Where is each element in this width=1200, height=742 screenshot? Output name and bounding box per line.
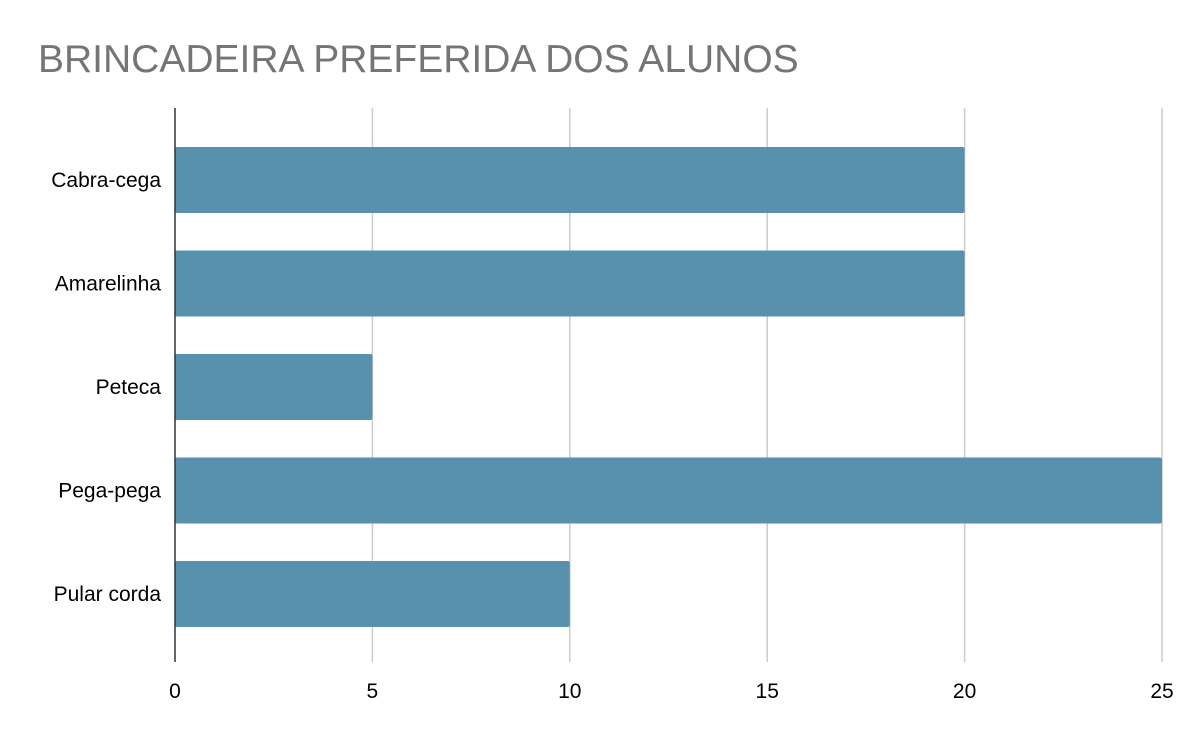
bar: [175, 147, 965, 213]
x-tick-labels: 0 5 10 15 20 25: [169, 680, 1174, 703]
bar: [175, 250, 965, 317]
category-label: Amarelinha: [55, 273, 162, 296]
category-label: Peteca: [96, 376, 162, 399]
x-tick-label: 0: [169, 680, 181, 703]
x-tick-label: 5: [367, 680, 379, 703]
x-tick-label: 10: [558, 680, 581, 703]
bar: [175, 561, 570, 627]
chart-title: BRINCADEIRA PREFERIDA DOS ALUNOS: [38, 38, 799, 81]
x-tick-label: 15: [756, 680, 779, 703]
x-tick-label: 25: [1150, 680, 1173, 703]
x-tick-label: 20: [953, 680, 976, 703]
category-label: Cabra-cega: [51, 169, 161, 192]
category-label: Pega-pega: [58, 480, 161, 503]
bars: [175, 147, 1162, 627]
bar: [175, 457, 1162, 524]
category-labels: Cabra-cega Amarelinha Peteca Pega-pega Pular…: [51, 169, 161, 606]
category-label: Pular corda: [54, 583, 162, 606]
bar: [175, 354, 373, 420]
